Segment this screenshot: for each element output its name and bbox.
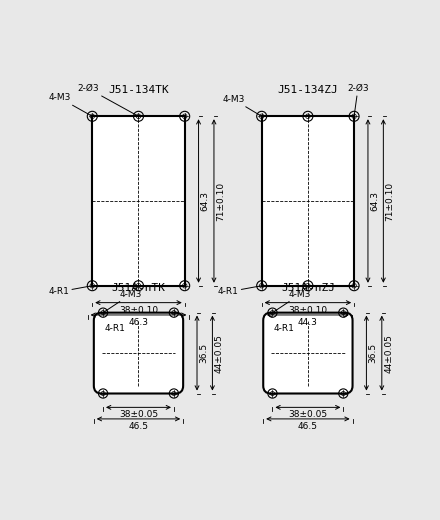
Text: 38±0.10: 38±0.10 [119, 306, 158, 315]
FancyBboxPatch shape [94, 313, 183, 394]
Text: 44±0.05: 44±0.05 [384, 334, 393, 372]
Text: J51A-nZJ: J51A-nZJ [281, 283, 335, 293]
Text: J51-134ZJ: J51-134ZJ [278, 85, 338, 95]
Bar [92, 116, 185, 285]
Bar [262, 116, 354, 285]
Text: 38±0.05: 38±0.05 [288, 410, 327, 420]
Text: 64.3: 64.3 [370, 191, 379, 211]
Text: J51A-nTK: J51A-nTK [111, 283, 165, 293]
Text: 64.3: 64.3 [201, 191, 210, 211]
Text: 38±0.10: 38±0.10 [288, 306, 327, 315]
Text: J51-134TK: J51-134TK [108, 85, 169, 95]
Text: 4-R1: 4-R1 [105, 324, 125, 333]
Text: 4-R1: 4-R1 [48, 285, 92, 296]
Text: 46.5: 46.5 [298, 422, 318, 431]
Text: 2-Ø3: 2-Ø3 [77, 84, 139, 116]
Text: 4-M3: 4-M3 [222, 95, 262, 116]
Text: 4-R1: 4-R1 [274, 324, 295, 333]
Text: 46.3: 46.3 [128, 318, 148, 327]
Text: 38±0.05: 38±0.05 [119, 410, 158, 420]
Text: 71±0.10: 71±0.10 [385, 181, 395, 220]
Text: 4-M3: 4-M3 [103, 290, 142, 313]
Text: 71±0.10: 71±0.10 [216, 181, 225, 220]
Text: 44±0.05: 44±0.05 [215, 334, 224, 372]
Text: 2-Ø3: 2-Ø3 [347, 84, 369, 116]
Text: 46.5: 46.5 [128, 422, 148, 431]
Text: 36.5: 36.5 [369, 343, 378, 363]
Text: 4-M3: 4-M3 [272, 290, 312, 313]
Text: 4-R1: 4-R1 [218, 285, 262, 296]
Text: 44.3: 44.3 [298, 318, 318, 327]
Text: 36.5: 36.5 [199, 343, 208, 363]
FancyBboxPatch shape [263, 313, 352, 394]
Text: 4-M3: 4-M3 [48, 94, 92, 116]
